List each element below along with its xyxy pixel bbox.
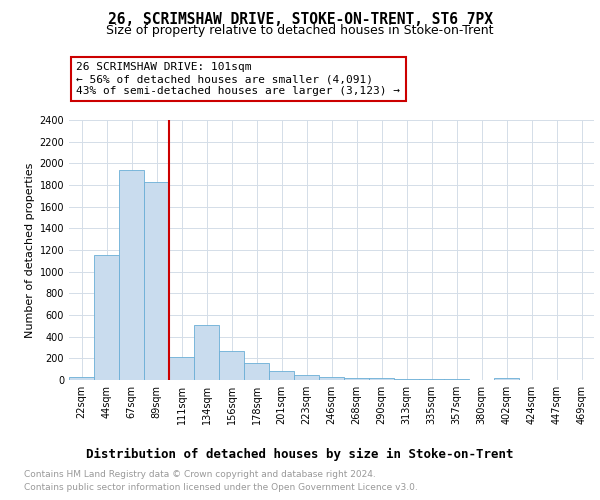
Text: 26 SCRIMSHAW DRIVE: 101sqm
← 56% of detached houses are smaller (4,091)
43% of s: 26 SCRIMSHAW DRIVE: 101sqm ← 56% of deta…: [76, 62, 400, 96]
Bar: [119, 170, 144, 380]
Y-axis label: Number of detached properties: Number of detached properties: [25, 162, 35, 338]
Bar: [269, 372, 294, 380]
Bar: [144, 182, 169, 380]
Text: Contains public sector information licensed under the Open Government Licence v3: Contains public sector information licen…: [24, 482, 418, 492]
Bar: [244, 363, 269, 380]
Bar: [219, 351, 244, 380]
Bar: [369, 378, 394, 380]
Bar: [494, 378, 519, 380]
Bar: [394, 379, 419, 380]
Bar: [69, 378, 94, 380]
Text: Contains HM Land Registry data © Crown copyright and database right 2024.: Contains HM Land Registry data © Crown c…: [24, 470, 376, 479]
Bar: [169, 357, 194, 380]
Bar: [194, 325, 219, 380]
Bar: [94, 256, 119, 380]
Text: Size of property relative to detached houses in Stoke-on-Trent: Size of property relative to detached ho…: [106, 24, 494, 37]
Bar: [294, 375, 319, 380]
Bar: [319, 377, 344, 380]
Text: 26, SCRIMSHAW DRIVE, STOKE-ON-TRENT, ST6 7PX: 26, SCRIMSHAW DRIVE, STOKE-ON-TRENT, ST6…: [107, 12, 493, 28]
Bar: [344, 378, 369, 380]
Text: Distribution of detached houses by size in Stoke-on-Trent: Distribution of detached houses by size …: [86, 448, 514, 460]
